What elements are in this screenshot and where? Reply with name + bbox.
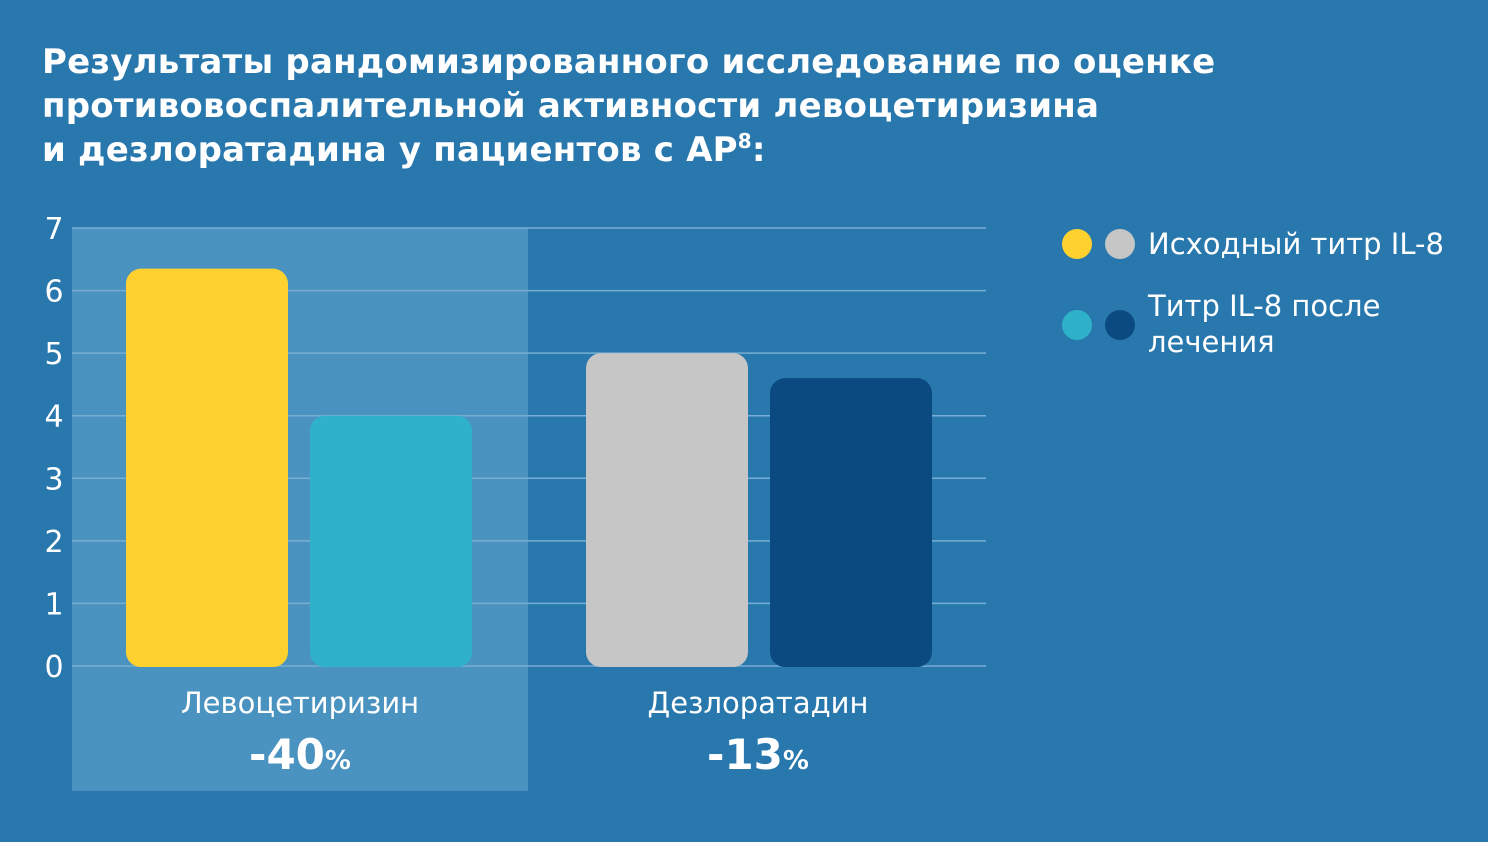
title-colon: : [751, 130, 766, 170]
change-pct-levocetirizine: % [324, 746, 351, 776]
legend-dot-gray [1105, 229, 1135, 259]
title-line-3: и дезлоратадина у пациентов с АР [42, 130, 738, 170]
y-tick-label: 1 [44, 587, 63, 622]
bar-desloratadine-baseline [586, 353, 748, 667]
chart-title: Результаты рандомизированного исследован… [42, 40, 1242, 172]
legend-label-after-1: Титр IL-8 после [1148, 289, 1381, 323]
title-line-1: Результаты рандомизированного исследован… [42, 42, 1216, 82]
bar-desloratadine-after [770, 378, 932, 667]
change-levocetirizine: -40% [72, 730, 528, 779]
legend-dot-cyan [1062, 310, 1092, 340]
title-footnote-ref: 8 [737, 129, 752, 153]
legend-label-after-2: лечения [1148, 325, 1275, 359]
change-value-levocetirizine: -40 [249, 730, 325, 779]
bar-levocetirizine-after [310, 415, 472, 667]
change-value-desloratadine: -13 [707, 730, 783, 779]
y-tick-label: 4 [44, 400, 63, 435]
y-tick-label: 7 [44, 212, 63, 247]
legend-item-baseline: Исходный титр IL-8 [1060, 226, 1480, 262]
title-line-2: противовоспалительной активности левоцет… [42, 86, 1100, 126]
bar-levocetirizine-baseline [126, 268, 288, 667]
legend-dot-navy [1105, 310, 1135, 340]
y-tick-label: 2 [44, 525, 63, 560]
category-label-levocetirizine: Левоцетиризин [180, 686, 420, 720]
y-tick-label: 5 [44, 337, 63, 372]
legend-dot-yellow [1062, 229, 1092, 259]
change-desloratadine: -13% [530, 730, 986, 779]
y-tick-label: 6 [44, 275, 63, 310]
legend: Исходный титр IL-8 Титр IL-8 после лечен… [1060, 226, 1480, 386]
change-pct-desloratadine: % [782, 746, 809, 776]
legend-item-after: Титр IL-8 после лечения [1060, 288, 1480, 360]
legend-label-baseline: Исходный титр IL-8 [1148, 227, 1444, 261]
category-label-desloratadine: Дезлоратадин [647, 686, 869, 720]
y-tick-label: 3 [44, 462, 63, 497]
y-tick-label: 0 [44, 650, 63, 685]
